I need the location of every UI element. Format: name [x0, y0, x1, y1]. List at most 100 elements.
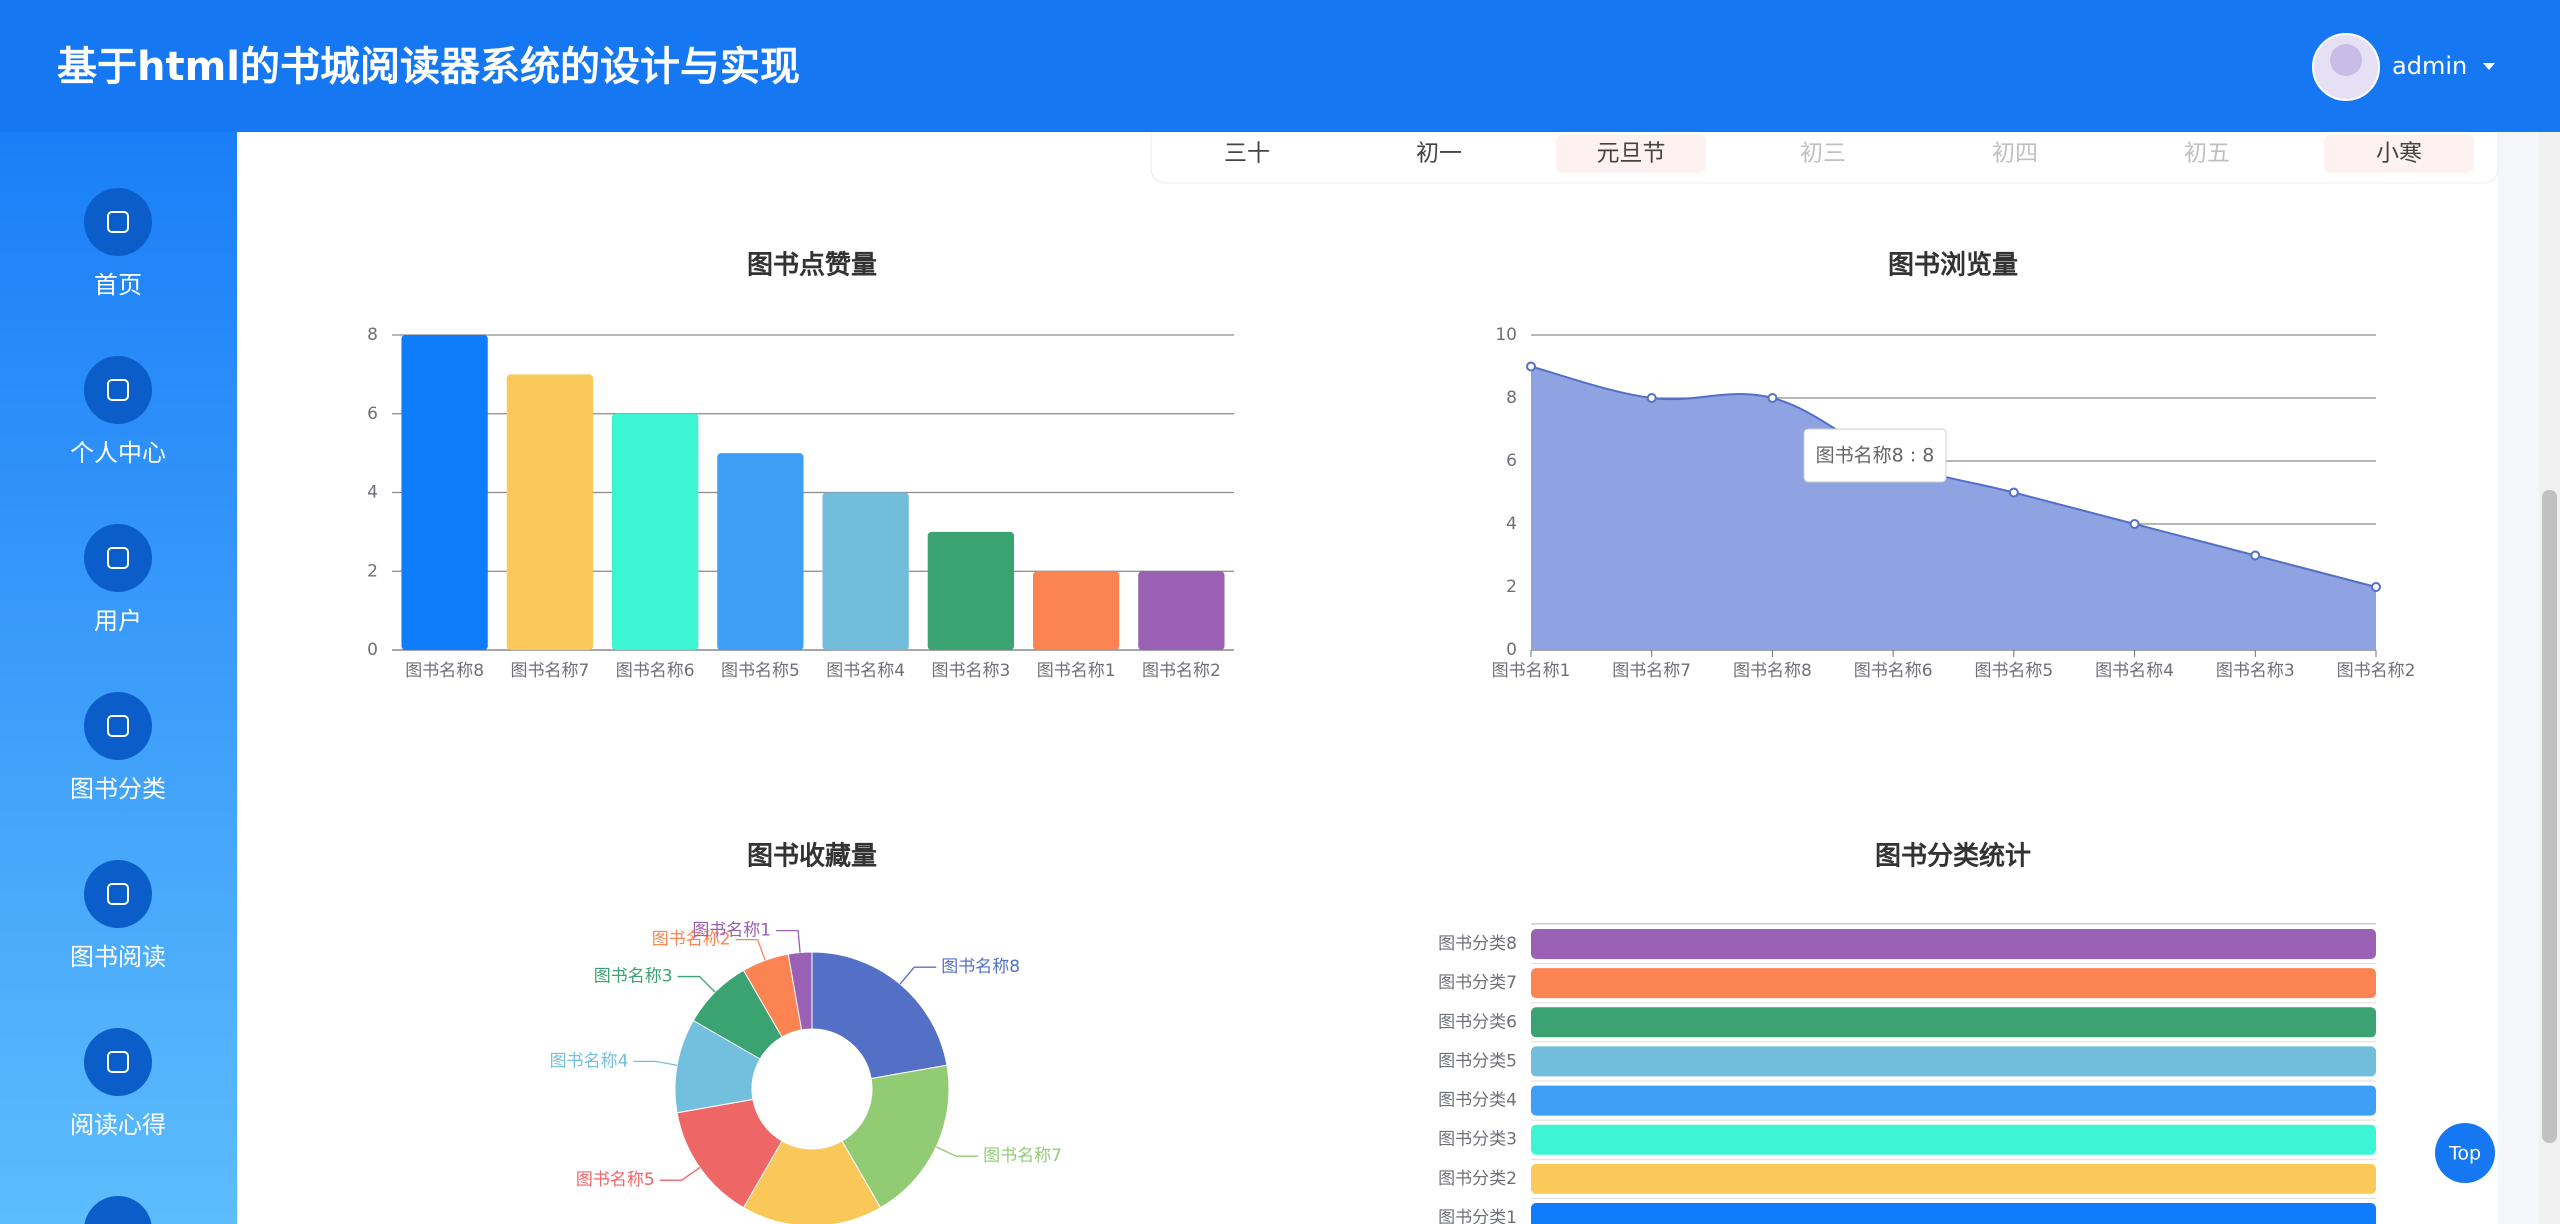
menu-icon-circle[interactable] [84, 1196, 152, 1224]
user-name[interactable]: admin [2392, 52, 2467, 80]
bar [1531, 1203, 2376, 1224]
menu-label[interactable]: 个人中心 [70, 439, 166, 467]
y-tick-label: 4 [1506, 514, 1517, 534]
point [2129, 519, 2140, 529]
label-line [659, 1167, 701, 1181]
slice-label: 图书名称1 [692, 921, 771, 941]
slice-label: 图书名称2 [652, 930, 731, 950]
menu-icon[interactable] [107, 715, 129, 737]
label-line [735, 938, 766, 961]
menu-icon-circle[interactable] [84, 188, 152, 256]
calendar-day[interactable]: 初五 [2184, 141, 2230, 167]
x-tick-label: 图书名称7 [510, 661, 589, 681]
calendar-day[interactable]: 初一 [1416, 141, 1462, 167]
menu-icon[interactable] [107, 547, 129, 569]
menu-label[interactable]: 阅读心得 [70, 1111, 166, 1139]
y-tick-label: 图书分类2 [1438, 1169, 1517, 1189]
pie-slice [787, 951, 813, 1031]
slice-label: 图书名称8 [941, 957, 1020, 977]
menu-icon[interactable] [107, 883, 129, 905]
x-tick-label: 图书名称5 [721, 661, 800, 681]
menu-icon-circle[interactable] [84, 692, 152, 760]
slice-label: 图书名称3 [594, 967, 673, 987]
chart-title: 图书分类统计 [1875, 841, 2031, 872]
bar [1531, 1007, 2376, 1038]
y-tick-label: 0 [367, 640, 378, 660]
calendar-day[interactable]: 元旦节 [1597, 141, 1666, 167]
bar [822, 492, 909, 650]
menu-icon-circle[interactable] [84, 524, 152, 592]
calendar-day[interactable]: 三十 [1224, 141, 1270, 167]
chart-title: 图书点赞量 [747, 250, 877, 281]
top-button[interactable] [2435, 1123, 2495, 1183]
bar [1531, 1046, 2376, 1077]
y-tick-label: 2 [1506, 577, 1517, 597]
x-tick-label: 图书名称6 [1854, 661, 1933, 681]
y-tick-label: 10 [1495, 325, 1517, 345]
day-highlight [2324, 135, 2474, 173]
y-tick-label: 图书分类8 [1438, 934, 1517, 954]
scrollbar-thumb[interactable] [2542, 490, 2557, 1143]
bar [1531, 929, 2376, 959]
label-line [633, 1060, 678, 1066]
label-line [677, 975, 716, 993]
bar [1531, 1085, 2376, 1116]
slice-label: 图书名称4 [550, 1051, 629, 1071]
pie-slice [742, 1140, 882, 1224]
label-line [899, 966, 937, 985]
menu-label[interactable]: 图书分类 [70, 775, 166, 803]
point [1767, 393, 1778, 403]
y-tick-label: 图书分类6 [1438, 1012, 1517, 1032]
menu-icon[interactable] [107, 211, 129, 233]
x-tick-label: 图书名称6 [616, 661, 695, 681]
dropdown-caret[interactable] [2483, 63, 2495, 70]
x-tick-label: 图书名称8 [1733, 661, 1812, 681]
menu-label[interactable]: 首页 [94, 271, 142, 299]
x-tick-label: 图书名称8 [405, 661, 484, 681]
y-tick-label: 图书分类1 [1438, 1208, 1517, 1224]
bar [717, 453, 804, 650]
menu-icon-circle[interactable] [84, 1028, 152, 1096]
x-tick-label: 图书名称4 [2095, 661, 2174, 681]
menu-label[interactable]: 用户 [94, 607, 142, 635]
area [1531, 366, 2376, 650]
y-tick-label: 6 [367, 404, 378, 424]
calendar-day[interactable]: 小寒 [2376, 141, 2422, 167]
pie-slice [811, 951, 948, 1080]
bar [1032, 571, 1120, 650]
y-tick-label: 6 [1506, 451, 1517, 471]
bar [506, 374, 594, 650]
top-button-label[interactable]: Top [2448, 1143, 2481, 1165]
menu-icon[interactable] [107, 1051, 129, 1073]
tooltip-text: 图书名称8 : 8 [1816, 445, 1935, 467]
y-tick-label: 图书分类7 [1438, 973, 1517, 993]
x-tick-label: 图书名称3 [931, 661, 1010, 681]
x-tick-label: 图书名称5 [1974, 661, 2053, 681]
point [2008, 487, 2019, 498]
bar [1531, 968, 2376, 999]
y-tick-label: 0 [1506, 640, 1517, 660]
x-tick-label: 图书名称1 [1492, 661, 1571, 681]
bar [401, 335, 488, 650]
slice-label: 图书名称5 [576, 1170, 655, 1190]
y-tick-label: 8 [367, 325, 378, 345]
chart-title: 图书浏览量 [1888, 251, 2018, 281]
day-highlight [1556, 135, 1706, 173]
menu-icon[interactable] [107, 379, 129, 401]
point [1646, 393, 1657, 403]
x-tick-label: 图书名称1 [1037, 661, 1116, 681]
x-tick-label: 图书名称4 [826, 661, 905, 681]
header [0, 0, 2560, 132]
y-tick-label: 图书分类4 [1438, 1091, 1517, 1111]
bar [611, 413, 699, 650]
x-tick-label: 图书名称2 [1142, 661, 1221, 681]
calendar-day[interactable]: 初三 [1800, 141, 1846, 167]
menu-icon-circle[interactable] [84, 356, 152, 424]
x-tick-label: 图书名称3 [2216, 661, 2295, 681]
slice-label: 图书名称7 [983, 1146, 1062, 1166]
bar [1531, 1163, 2376, 1194]
calendar-day[interactable]: 初四 [1992, 141, 2038, 167]
menu-label[interactable]: 图书阅读 [70, 943, 166, 971]
label-line [776, 929, 801, 953]
menu-icon-circle[interactable] [84, 860, 152, 928]
